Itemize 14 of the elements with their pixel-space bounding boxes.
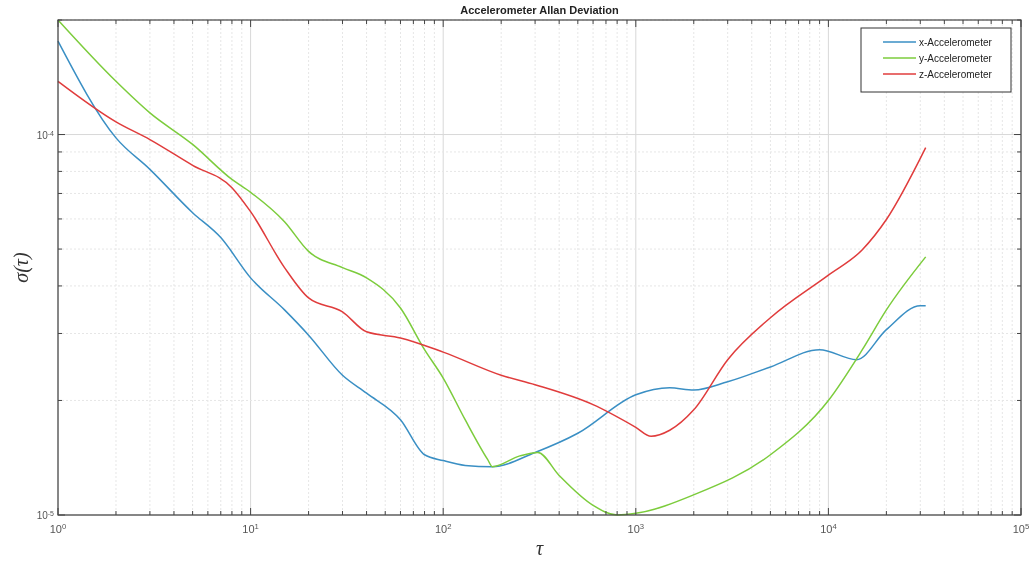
y-axis-title: σ(τ) <box>10 251 33 283</box>
x-tick-label: 10$^{2}$ <box>434 521 452 535</box>
y-tick-label: 10$^{-4}$ <box>36 129 55 141</box>
x-tick-label: 10$^{1}$ <box>242 521 259 535</box>
x-tick-label: 10$^{0}$ <box>49 521 67 535</box>
x-tick-label: 10$^{5}$ <box>1012 521 1030 535</box>
x-tick-label: 10$^{4}$ <box>820 521 838 535</box>
x-axis-title: τ <box>535 537 544 559</box>
legend-label: z-Accelerometer <box>919 69 993 80</box>
y-tick-label: 10$^{-5}$ <box>36 509 55 521</box>
legend-label: x-Accelerometer <box>919 37 993 48</box>
x-tick-label: 10$^{3}$ <box>627 521 645 535</box>
chart-title: Accelerometer Allan Deviation <box>460 4 620 16</box>
legend-label: y-Accelerometer <box>919 53 993 64</box>
